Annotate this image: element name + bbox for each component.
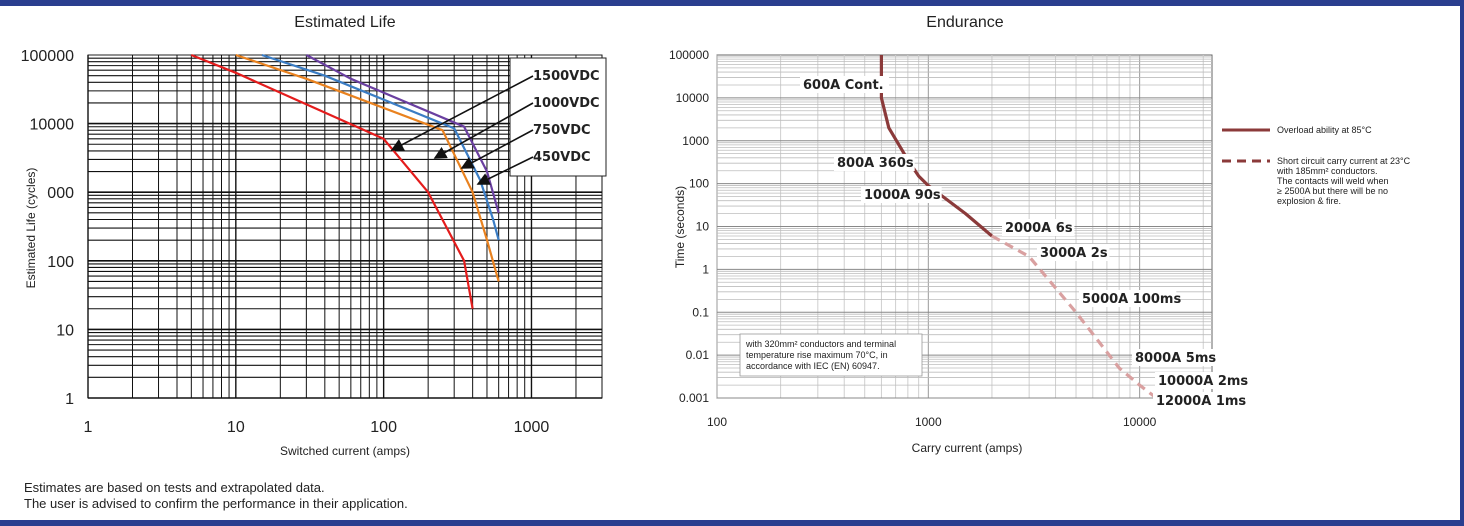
footer-line-2: The user is advised to confirm the perfo…: [24, 496, 408, 511]
left-y-tick-label: 100000: [21, 48, 74, 65]
annotation-label: 8000A 5ms: [1135, 351, 1216, 366]
annotation-bg: [1079, 290, 1177, 307]
right-y-tick-label: 1000: [682, 134, 709, 148]
right-x-tick-label: 100: [707, 415, 727, 429]
annotation-label: 3000A 2s: [1040, 246, 1108, 261]
left-x-tick-label: 10: [227, 419, 245, 436]
annotation-label: 1000A 90s: [864, 188, 941, 203]
annotation-label: 2000A 6s: [1005, 221, 1073, 236]
annotation-bg: [1037, 244, 1110, 261]
voltage-arrows: [390, 75, 534, 185]
left-y-tick-label: 000: [47, 185, 74, 202]
right-tick-labels: 100 1000 10000 100000 10000 1000 100 10 1 0.1 0.01…: [669, 48, 1157, 429]
right-y-tick-label: 10000: [676, 91, 710, 105]
right-y-tick-label: 0.001: [679, 391, 709, 405]
annotation-bg: [1132, 349, 1213, 366]
footer-line-1: Estimates are based on tests and extrapo…: [24, 480, 325, 495]
legend-dashed-label-5: explosion & fire.: [1277, 196, 1341, 206]
right-border: [1460, 0, 1464, 526]
left-tick-labels: 1 10 100 1000 100000 10000 000 100 10 1: [21, 48, 550, 436]
left-y-tick-label: 10000: [30, 117, 75, 134]
left-y-axis-label: Estimated Life (cycles): [24, 168, 38, 289]
annotation-bg: [1153, 392, 1242, 409]
annotation-bg: [1155, 372, 1244, 389]
series-line-450vdc: [190, 53, 474, 309]
legend-dashed-label-4: ≥ 2500A but there will be no: [1277, 186, 1388, 196]
voltage-labels: 1500VDC 1000VDC 750VDC 450VDC: [533, 69, 600, 165]
left-x-axis-label: Switched current (amps): [280, 444, 410, 458]
footer-note: Estimates are based on tests and extrapo…: [24, 480, 408, 512]
annotation-bg: [861, 186, 942, 203]
right-y-tick-label: 10: [696, 220, 710, 234]
left-x-tick-label: 1: [84, 419, 93, 436]
right-chart-title: Endurance: [926, 14, 1004, 31]
right-y-tick-label: 0.1: [692, 305, 709, 319]
right-annotations: 600A Cont. 800A 360s 1000A 90s 2000A 6s 3000…: [800, 76, 1248, 409]
bottom-border: [0, 520, 1464, 526]
legend-solid-label: Overload ability at 85°C: [1277, 125, 1372, 135]
right-x-tick-label: 1000: [915, 415, 942, 429]
legend-dashed-label-1: Short circuit carry current at 23°C: [1277, 156, 1411, 166]
left-y-tick-label: 100: [47, 254, 74, 271]
series-line-1000vdc: [261, 53, 500, 241]
voltage-label-1500vdc: 1500VDC: [533, 69, 600, 84]
left-series: [190, 53, 500, 309]
voltage-legend-box: [509, 57, 607, 177]
annotation-label: 12000A 1ms: [1156, 394, 1246, 409]
right-x-tick-label: 10000: [1123, 415, 1157, 429]
note-line-1: with 320mm² conductors and terminal: [745, 339, 896, 349]
series-line-750vdc: [235, 53, 500, 282]
legend-dashed-label-2: with 185mm² conductors.: [1276, 166, 1378, 176]
right-y-tick-label: 0.01: [686, 348, 710, 362]
right-y-tick-label: 100000: [669, 48, 709, 62]
annotation-label: 800A 360s: [837, 156, 914, 171]
left-x-tick-label: 1000: [514, 419, 550, 436]
note-line-3: accordance with IEC (EN) 60947.: [746, 361, 880, 371]
voltage-arrow: [433, 102, 534, 159]
left-y-tick-label: 1: [65, 391, 74, 408]
short-circuit-series-line: [991, 234, 1158, 400]
annotation-bg: [1002, 219, 1075, 236]
right-y-tick-label: 100: [689, 177, 709, 191]
top-border: [0, 0, 1464, 6]
endurance-chart: 100 1000 10000 100000 10000 1000 100 10 1 0.1 0.01…: [669, 48, 1411, 455]
note-line-2: temperature rise maximum 70°C, in: [746, 350, 888, 360]
voltage-arrow: [460, 129, 534, 169]
left-chart-title: Estimated Life: [294, 14, 396, 31]
left-x-tick-label: 100: [370, 419, 397, 436]
voltage-label-1000vdc: 1000VDC: [533, 96, 600, 111]
annotation-label: 600A Cont.: [803, 78, 884, 93]
voltage-label-450vdc: 450VDC: [533, 150, 591, 165]
voltage-label-750vdc: 750VDC: [533, 123, 591, 138]
legend-dashed-label-3: The contacts will weld when: [1277, 176, 1389, 186]
voltage-arrow: [476, 156, 534, 185]
right-y-axis-label: Time (seconds): [673, 186, 687, 268]
series-line-1500vdc: [305, 54, 500, 214]
annotation-label: 5000A 100ms: [1082, 292, 1181, 307]
annotation-bg: [834, 154, 915, 171]
right-y-tick-label: 1: [702, 262, 709, 276]
annotation-label: 10000A 2ms: [1158, 374, 1248, 389]
annotation-bg: [800, 76, 889, 93]
left-y-tick-label: 10: [56, 322, 74, 339]
estimated-life-chart: 1 10 100 1000 100000 10000 000 100 10 1 Switched …: [21, 48, 607, 458]
conductor-note-box: [739, 333, 923, 377]
right-x-axis-label: Carry current (amps): [912, 441, 1023, 455]
voltage-arrow: [390, 75, 534, 151]
